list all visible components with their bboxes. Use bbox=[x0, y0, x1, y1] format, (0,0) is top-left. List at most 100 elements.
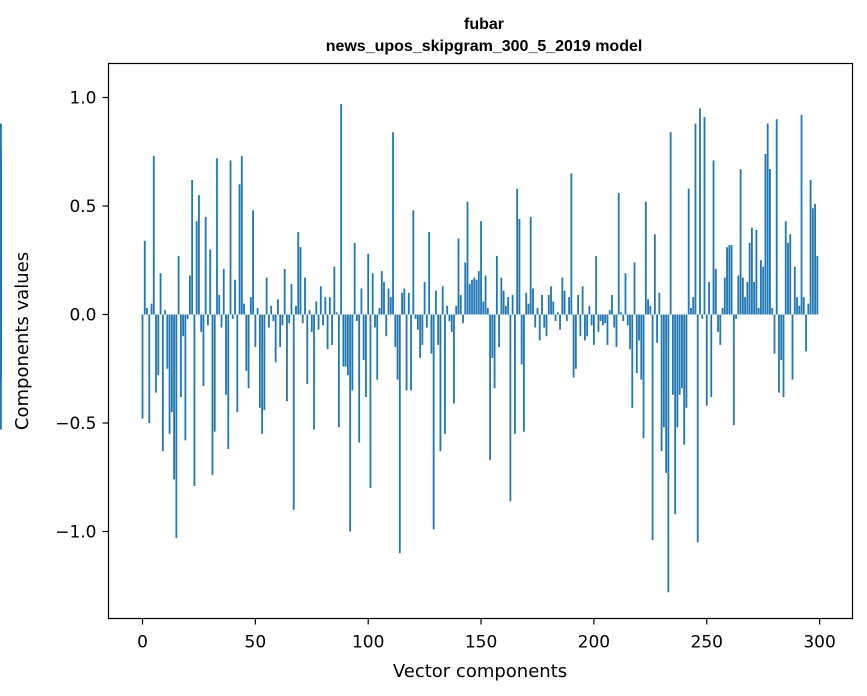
bar-211 bbox=[617, 192, 620, 315]
bar-141 bbox=[459, 294, 462, 315]
bar-164 bbox=[511, 294, 514, 315]
bar-4 bbox=[150, 303, 153, 315]
bar-148 bbox=[475, 279, 478, 315]
bar-111 bbox=[392, 132, 394, 315]
bar-222 bbox=[642, 314, 645, 439]
bar-109 bbox=[387, 288, 390, 315]
bar-154 bbox=[489, 314, 491, 460]
bar-234 bbox=[669, 132, 672, 315]
bar-73 bbox=[306, 314, 309, 384]
bar-296 bbox=[809, 179, 812, 315]
bar-288 bbox=[791, 314, 794, 380]
bar-236 bbox=[674, 314, 677, 515]
bar-185 bbox=[559, 314, 561, 330]
bar-181 bbox=[550, 286, 552, 315]
bar-137 bbox=[450, 314, 453, 332]
bar-51 bbox=[256, 307, 259, 315]
bar-undefined bbox=[0, 314, 2, 430]
x-tick-label: 150 bbox=[465, 633, 497, 653]
bar-130 bbox=[435, 290, 437, 315]
bar-220 bbox=[638, 314, 640, 341]
bar-282 bbox=[778, 314, 780, 393]
bar-17 bbox=[179, 314, 182, 397]
bar-139 bbox=[455, 305, 458, 315]
bar-43 bbox=[238, 184, 241, 315]
bar-266 bbox=[741, 277, 744, 315]
bar-248 bbox=[701, 314, 704, 319]
bar-49 bbox=[252, 210, 254, 315]
bar-221 bbox=[640, 314, 643, 380]
bar-16 bbox=[177, 255, 180, 315]
bar-103 bbox=[374, 314, 376, 328]
bar-219 bbox=[635, 314, 638, 374]
bar-112 bbox=[394, 314, 397, 348]
bar-209 bbox=[613, 314, 616, 328]
bar-188 bbox=[565, 314, 568, 322]
bar-1 bbox=[143, 240, 146, 315]
bar-192 bbox=[574, 314, 577, 369]
bar-22 bbox=[191, 179, 194, 315]
bar-113 bbox=[396, 314, 399, 380]
bar-78 bbox=[317, 314, 320, 330]
bar-163 bbox=[509, 314, 512, 502]
bar-19 bbox=[184, 314, 187, 441]
bar-104 bbox=[376, 314, 379, 380]
bar-71 bbox=[301, 314, 304, 324]
bar-64 bbox=[286, 314, 288, 402]
bar-258 bbox=[723, 277, 726, 315]
bar-114 bbox=[398, 314, 401, 554]
bar-194 bbox=[579, 314, 582, 337]
bar-83 bbox=[328, 297, 331, 315]
bar-74 bbox=[308, 310, 311, 315]
bar-287 bbox=[789, 234, 792, 315]
bar-133 bbox=[441, 286, 444, 315]
bar-38 bbox=[227, 314, 230, 450]
bar-89 bbox=[342, 314, 345, 367]
bar-118 bbox=[407, 292, 410, 315]
bar-186 bbox=[561, 277, 564, 315]
bar-158 bbox=[498, 314, 501, 348]
bar-46 bbox=[245, 314, 248, 371]
bar-182 bbox=[552, 301, 555, 315]
bar-257 bbox=[721, 307, 724, 315]
bar-125 bbox=[423, 281, 426, 315]
bar-58 bbox=[272, 314, 275, 322]
bar-277 bbox=[766, 123, 769, 315]
bar-122 bbox=[416, 314, 419, 330]
bar-212 bbox=[620, 312, 622, 315]
bar-134 bbox=[444, 314, 446, 434]
bar-259 bbox=[726, 247, 728, 315]
bar-249 bbox=[703, 117, 706, 315]
bar-3 bbox=[148, 314, 151, 423]
bar-213 bbox=[622, 314, 625, 322]
bar-37 bbox=[225, 314, 227, 395]
bar-85 bbox=[333, 266, 336, 315]
bar-5 bbox=[152, 156, 155, 315]
bar-225 bbox=[649, 305, 652, 315]
bar-101 bbox=[369, 314, 372, 489]
bar-123 bbox=[419, 314, 422, 358]
bar-86 bbox=[335, 312, 338, 315]
bar-183 bbox=[554, 314, 557, 322]
bar-48 bbox=[249, 297, 252, 315]
bar-169 bbox=[523, 314, 525, 432]
bar-121 bbox=[414, 314, 417, 319]
bar-238 bbox=[678, 314, 681, 395]
bar-172 bbox=[529, 216, 532, 315]
bar-117 bbox=[405, 314, 408, 391]
x-tick-label: 200 bbox=[578, 633, 610, 653]
bar-275 bbox=[762, 266, 765, 315]
bar-226 bbox=[651, 314, 654, 541]
bar-65 bbox=[288, 314, 291, 324]
bars-group bbox=[0, 104, 819, 593]
bar-143 bbox=[464, 262, 467, 315]
bar-0 bbox=[141, 314, 144, 419]
bar-34 bbox=[218, 294, 221, 315]
bar-147 bbox=[473, 277, 476, 315]
bar-255 bbox=[717, 314, 719, 332]
bar-146 bbox=[471, 279, 473, 315]
bar-30 bbox=[209, 249, 212, 315]
bar-271 bbox=[753, 281, 756, 315]
y-axis-label: Components values bbox=[12, 252, 33, 430]
bar-26 bbox=[200, 314, 203, 332]
